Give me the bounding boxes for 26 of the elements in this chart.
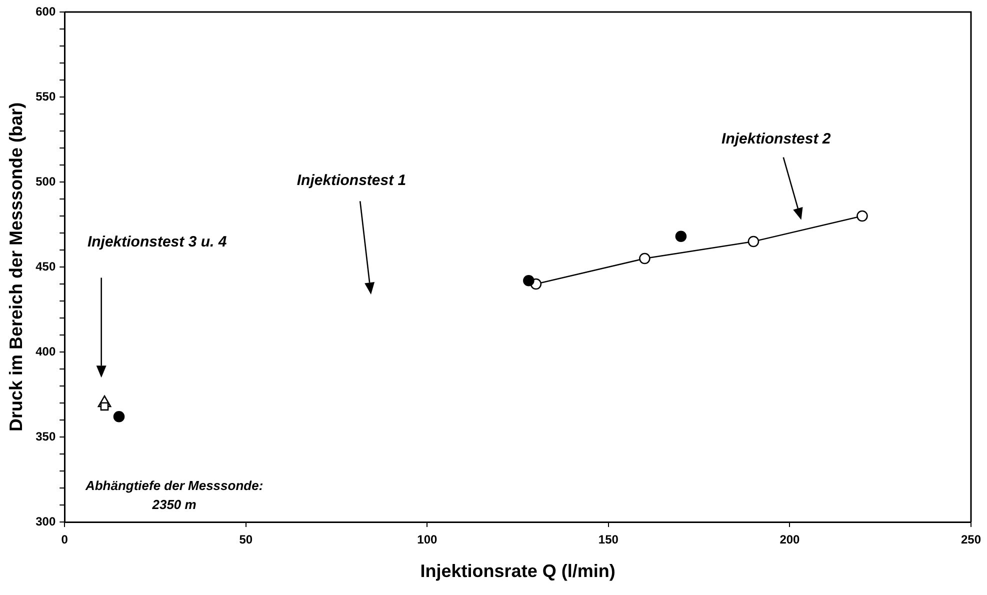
y-tick-label: 450 [36, 259, 56, 274]
x-tick-label: 250 [960, 532, 982, 547]
x-tick-label: 0 [61, 532, 68, 547]
y-tick-label: 300 [36, 514, 56, 528]
point [113, 410, 125, 422]
point [675, 230, 687, 242]
y-tick-label: 350 [36, 429, 56, 444]
y-tick-label: 500 [36, 174, 56, 188]
annotation: Abhängtiefe der Messsonde: 2350 m [84, 478, 264, 512]
point [639, 252, 650, 264]
annotation: Injektionstest 1 [296, 172, 406, 189]
y-tick-label: 600 [36, 4, 56, 18]
x-tick-label: 200 [780, 532, 800, 547]
point [523, 274, 534, 286]
point [748, 236, 760, 248]
point [856, 210, 868, 222]
annotation: Injektionstest 2 [722, 130, 832, 148]
x-axis-title: Injektionsrate Q (l/min) [420, 561, 616, 582]
x-tick-label: 50 [239, 532, 253, 547]
annotation: Injektionstest 3 u. 4 [87, 234, 228, 251]
point [100, 402, 109, 411]
y-axis-title: Druck im Bereich der Messsonde (bar) [6, 102, 26, 432]
x-tick-label: 150 [598, 532, 619, 547]
x-tick-label: 100 [417, 532, 438, 547]
y-tick-label: 550 [36, 89, 56, 104]
y-tick-label: 400 [36, 344, 56, 358]
